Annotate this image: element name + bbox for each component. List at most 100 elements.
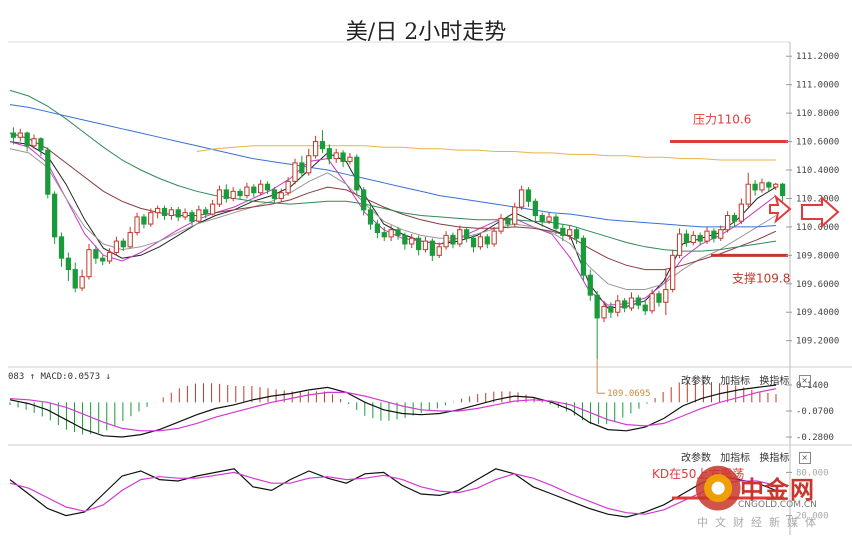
candle	[670, 249, 676, 293]
candle	[10, 127, 17, 145]
candle	[319, 130, 326, 153]
candle	[573, 226, 580, 244]
macd-switch-indicator-button[interactable]: 换指标	[759, 376, 790, 387]
kd-switch-indicator-button[interactable]: 换指标	[759, 453, 790, 464]
candle	[24, 131, 30, 152]
ma-line-2	[9, 148, 777, 290]
candle	[422, 236, 429, 253]
candle-body	[381, 232, 387, 238]
candle-body	[65, 257, 72, 271]
candle-body	[697, 234, 703, 242]
macd-signal-line	[9, 388, 777, 432]
kd-tick-label: 80.000	[796, 468, 829, 478]
candle	[120, 238, 126, 252]
support-label: 支撑109.8	[732, 270, 790, 285]
candle-body	[333, 152, 339, 160]
candle-body	[271, 189, 278, 199]
price-tick-label: 111.0000	[796, 81, 839, 91]
candle-body	[374, 223, 381, 234]
watermark-brand: 中金网	[740, 476, 815, 504]
candle	[464, 226, 470, 243]
candle-body	[518, 189, 525, 208]
macd-tick-label: -0.2800	[796, 433, 834, 443]
candle-body	[367, 209, 374, 225]
kd-close-icon[interactable]: ×	[798, 452, 811, 464]
price-tick-label: 109.4000	[796, 308, 839, 318]
candle	[38, 137, 44, 156]
candle-body	[395, 229, 401, 236]
candle	[649, 289, 655, 314]
candle	[93, 245, 99, 264]
candle	[546, 212, 552, 225]
kd-add-indicator-button[interactable]: 加指标	[720, 453, 751, 464]
candle	[779, 182, 786, 202]
price-tick-label: 111.2000	[796, 52, 839, 62]
candle	[498, 214, 504, 234]
candle-body	[553, 216, 559, 229]
macd-edit-params-button[interactable]: 改参数	[681, 376, 711, 387]
candle	[676, 228, 683, 259]
candle-body	[532, 200, 538, 217]
kd-edit-params-button[interactable]: 改参数	[681, 453, 711, 464]
candle-body	[155, 207, 161, 214]
candle	[367, 205, 374, 230]
candle	[299, 155, 305, 178]
candle	[773, 182, 779, 190]
candle	[134, 212, 140, 236]
candle-body	[525, 189, 532, 202]
price-tick-label: 109.8000	[796, 251, 839, 261]
candle-body	[402, 234, 408, 245]
candle-body	[285, 180, 291, 194]
macd-close-icon[interactable]: ×	[798, 375, 811, 387]
candle	[65, 252, 72, 281]
candle-body	[354, 156, 360, 191]
candle-body	[683, 233, 690, 244]
candle	[518, 185, 525, 210]
candle-body	[621, 300, 628, 309]
candle	[525, 187, 532, 207]
candle	[45, 147, 51, 199]
candle	[402, 232, 408, 250]
candle	[738, 198, 744, 225]
candle-body	[670, 254, 676, 290]
candle	[409, 234, 415, 249]
candle	[553, 214, 559, 234]
price-tick-label: 110.6000	[796, 138, 839, 148]
candle-body	[113, 240, 120, 253]
candle	[326, 144, 332, 165]
candle	[656, 290, 662, 307]
candle	[216, 185, 223, 207]
candle-body	[773, 183, 779, 188]
candle-body	[17, 132, 23, 138]
candle-body	[58, 236, 65, 259]
candle-body	[663, 288, 669, 303]
ma-line-4	[9, 89, 777, 252]
candle	[340, 150, 346, 168]
candle	[690, 231, 696, 246]
price-tick-label: 110.0000	[796, 223, 839, 233]
candle	[745, 172, 751, 207]
candle	[484, 234, 490, 249]
candle	[251, 184, 257, 198]
candle-body	[409, 237, 415, 245]
candle	[86, 243, 92, 280]
candle-body	[450, 234, 456, 245]
candle	[587, 269, 593, 301]
ma-line-5	[9, 104, 777, 228]
candle	[697, 232, 703, 246]
candle	[724, 211, 731, 233]
candle	[388, 225, 394, 242]
d-line	[9, 471, 777, 515]
candle-body	[141, 216, 147, 225]
macd-add-indicator-button[interactable]: 加指标	[720, 376, 751, 387]
candle	[361, 187, 367, 216]
candle	[642, 299, 648, 316]
candle	[477, 232, 484, 250]
price-tick-label: 110.2000	[796, 194, 839, 204]
candle-body	[45, 149, 51, 195]
candle	[457, 225, 463, 247]
candle	[381, 226, 387, 242]
candle	[663, 269, 669, 316]
macd-toolbar: 改参数 加指标 换指标 ×	[681, 372, 817, 387]
